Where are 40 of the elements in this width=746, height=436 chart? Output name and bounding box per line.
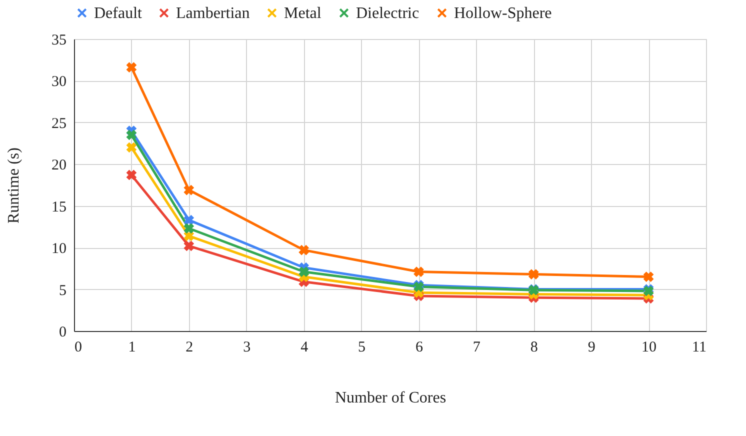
x-tick-label: 6 — [415, 340, 424, 356]
x-tick-label: 1 — [128, 340, 136, 356]
x-tick-label: 10 — [642, 340, 657, 356]
x-tick-label: 3 — [243, 340, 251, 356]
x-tick-label: 4 — [300, 340, 309, 356]
legend-label: Hollow-Sphere — [454, 5, 552, 22]
x-tick-label: 7 — [472, 340, 481, 356]
x-tick-label: 11 — [692, 340, 706, 356]
y-tick-label: 25 — [52, 116, 66, 132]
legend-label: Default — [94, 5, 143, 22]
y-tick-label: 20 — [52, 158, 66, 174]
point — [126, 170, 137, 180]
legend-label: Metal — [284, 5, 322, 22]
point — [298, 244, 310, 256]
point — [184, 223, 194, 234]
x-tick-label: 5 — [358, 340, 366, 356]
point — [126, 62, 137, 73]
y-axis-title: Runtime (s) — [6, 148, 22, 224]
y-tick-label: 10 — [52, 241, 66, 258]
y-tick-label: 0 — [59, 324, 66, 340]
point — [126, 130, 137, 140]
y-tick-label: 5 — [59, 282, 66, 299]
x-tick-label: 2 — [186, 340, 194, 356]
legend-label: Dielectric — [356, 5, 420, 22]
point — [298, 266, 310, 277]
x-axis-title: Number of Cores — [334, 390, 446, 406]
point — [184, 184, 194, 196]
x-tick-label: 8 — [530, 340, 538, 356]
point — [126, 142, 137, 153]
point — [184, 214, 194, 226]
point — [643, 272, 654, 282]
point — [414, 266, 424, 277]
y-tick-label: 35 — [52, 32, 66, 48]
x-tick-label: 0 — [74, 340, 82, 356]
x-tick-label: 9 — [588, 340, 596, 356]
point — [528, 269, 539, 280]
point — [184, 240, 194, 252]
legend-label: Lambertian — [176, 5, 250, 22]
y-tick-label: 15 — [52, 199, 66, 216]
y-tick-label: 30 — [52, 74, 66, 90]
